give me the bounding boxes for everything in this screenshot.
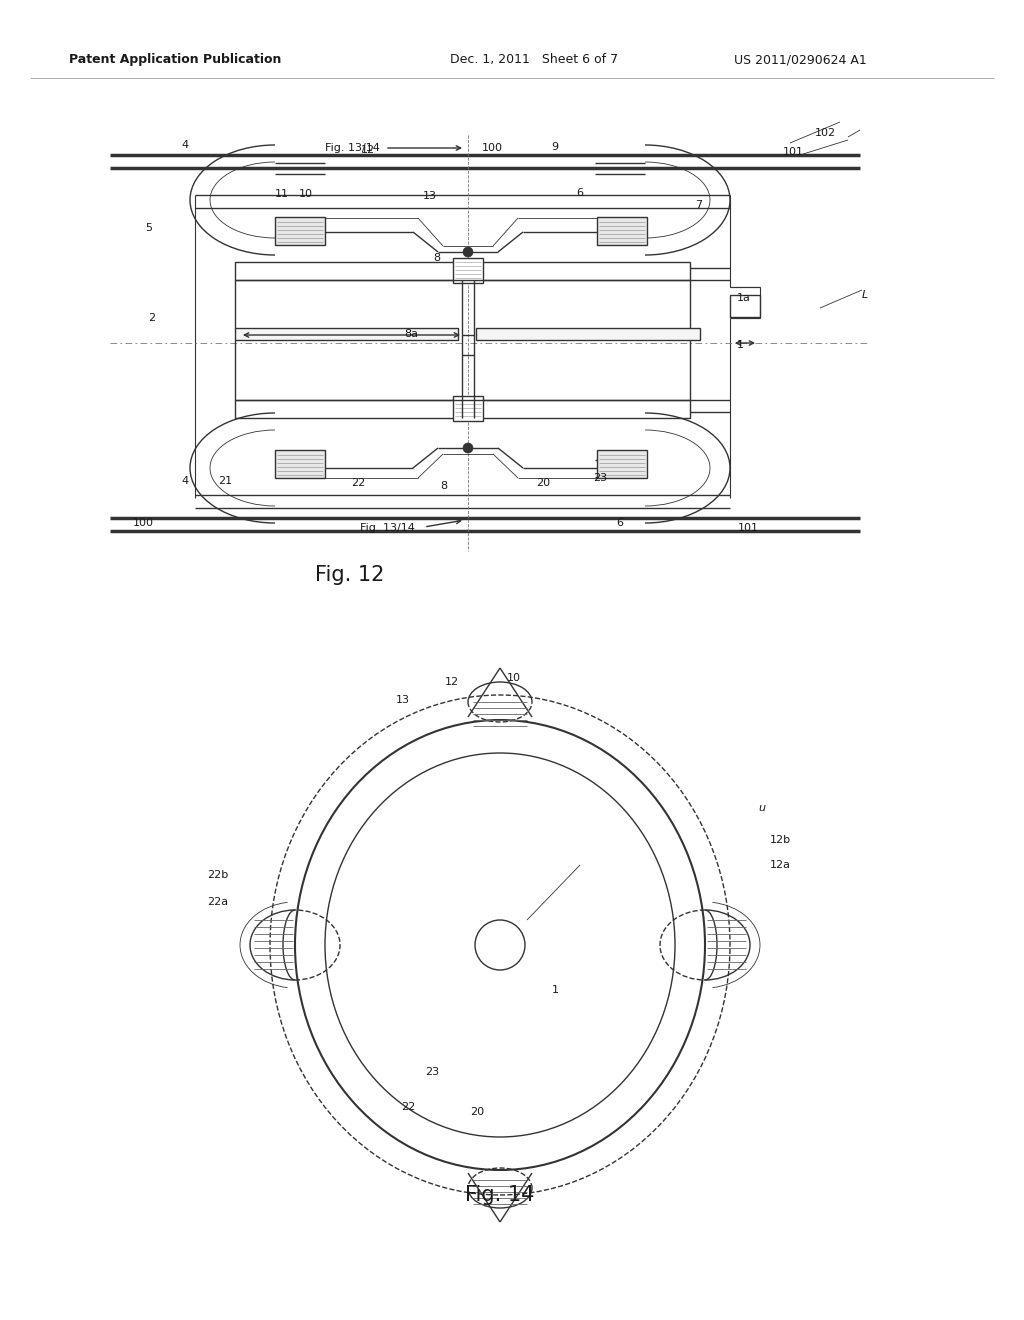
Text: 8a: 8a	[404, 329, 418, 339]
Bar	[275, 450, 325, 478]
Text: 20: 20	[470, 1107, 484, 1117]
Text: 13: 13	[396, 696, 410, 705]
Text: 101: 101	[783, 147, 804, 157]
Text: 1: 1	[737, 341, 744, 350]
Text: 1a: 1a	[737, 293, 751, 304]
Text: 10: 10	[507, 673, 521, 682]
Bar	[234, 327, 458, 341]
Text: 4: 4	[181, 140, 188, 150]
Bar	[730, 294, 760, 317]
Bar	[453, 257, 483, 282]
Text: 101: 101	[738, 523, 759, 533]
Text: 5: 5	[145, 223, 152, 234]
Text: 11: 11	[275, 189, 289, 199]
Bar	[597, 450, 647, 478]
Text: Fig. 13/14: Fig. 13/14	[326, 143, 380, 153]
Text: Patent Application Publication: Patent Application Publication	[69, 54, 282, 66]
Text: 23: 23	[593, 473, 607, 483]
Text: Fig. 13/14: Fig. 13/14	[360, 523, 415, 533]
Bar	[453, 396, 483, 421]
Text: 10: 10	[299, 189, 313, 199]
Text: 21: 21	[218, 477, 232, 486]
Text: Fig. 12: Fig. 12	[315, 565, 385, 585]
Text: L: L	[862, 290, 868, 300]
Text: 12a: 12a	[770, 861, 791, 870]
Text: 9: 9	[552, 143, 558, 152]
Text: 4: 4	[181, 477, 188, 486]
Text: 23: 23	[425, 1067, 439, 1077]
Text: 12b: 12b	[770, 836, 792, 845]
Bar	[275, 216, 325, 246]
Text: 6: 6	[616, 517, 624, 528]
Bar	[234, 400, 690, 418]
Text: Dec. 1, 2011   Sheet 6 of 7: Dec. 1, 2011 Sheet 6 of 7	[450, 54, 618, 66]
Text: 1: 1	[552, 985, 558, 995]
Ellipse shape	[463, 247, 473, 257]
Text: 13: 13	[423, 191, 437, 201]
Text: 22: 22	[351, 478, 366, 488]
Text: 102: 102	[815, 128, 837, 139]
Bar	[476, 327, 700, 341]
Text: 12: 12	[360, 145, 375, 154]
Text: 6: 6	[577, 187, 584, 198]
Ellipse shape	[463, 444, 473, 453]
Text: 2: 2	[147, 313, 155, 323]
Text: 8: 8	[440, 480, 447, 491]
Text: 100: 100	[482, 143, 503, 153]
Text: u: u	[759, 803, 766, 813]
Text: 22b: 22b	[207, 870, 228, 880]
Text: 12: 12	[445, 677, 459, 686]
Bar	[597, 216, 647, 246]
Text: 22: 22	[400, 1102, 415, 1111]
Text: 22a: 22a	[207, 898, 228, 907]
Text: 8: 8	[433, 253, 440, 263]
Text: 7: 7	[695, 201, 702, 210]
Text: US 2011/0290624 A1: US 2011/0290624 A1	[733, 54, 866, 66]
Text: 20: 20	[536, 478, 550, 488]
Text: 100: 100	[132, 517, 154, 528]
Bar	[234, 261, 690, 280]
Text: Fig. 14: Fig. 14	[465, 1185, 535, 1205]
